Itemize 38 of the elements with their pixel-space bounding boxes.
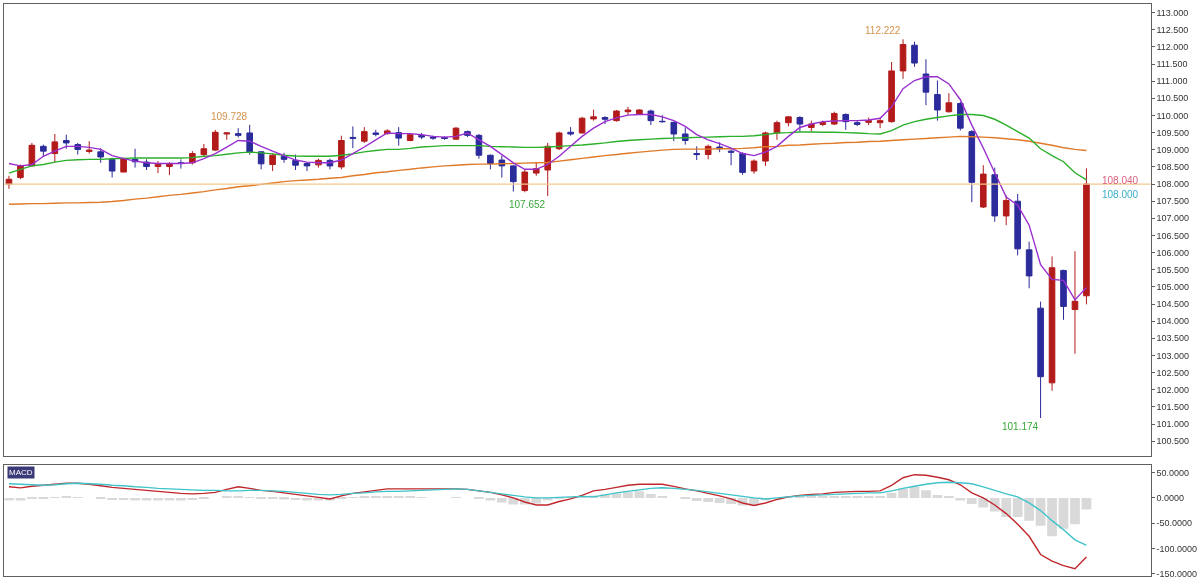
annotation: 112.222 xyxy=(865,25,901,36)
y-tick-label: 105.500 xyxy=(1156,264,1189,275)
y-tick-label: 111.500 xyxy=(1156,59,1188,70)
y-tick-label: -50.0000 xyxy=(1156,518,1192,529)
y-tick-label: 105.000 xyxy=(1156,282,1189,293)
y-tick-label: 111.000 xyxy=(1156,76,1188,87)
y-tick-label: 107.500 xyxy=(1156,196,1189,207)
y-tick-label: 112.500 xyxy=(1156,24,1189,35)
chart-title: MACD xyxy=(9,468,33,477)
annotation: 108.040 xyxy=(1102,175,1139,186)
y-tick-label: 109.500 xyxy=(1156,127,1189,138)
y-tick-label: -100.0000 xyxy=(1156,543,1197,554)
annotation: 101.174 xyxy=(1002,421,1039,432)
y-tick-label: 102.500 xyxy=(1156,367,1189,378)
y-tick-label: 104.500 xyxy=(1156,299,1189,310)
y-tick-label: 0.0000 xyxy=(1156,493,1184,504)
y-tick-label: 110.000 xyxy=(1156,110,1189,121)
y-tick-label: -150.0000 xyxy=(1156,568,1197,579)
y-tick-label: 101.000 xyxy=(1156,419,1189,430)
y-tick-label: 109.000 xyxy=(1156,144,1189,155)
annotation: 108.000 xyxy=(1102,189,1139,200)
y-tick-label: 103.000 xyxy=(1156,350,1189,361)
annotation: 107.652 xyxy=(509,199,546,210)
y-tick-label: 112.000 xyxy=(1156,42,1189,53)
y-tick-label: 108.000 xyxy=(1156,179,1189,190)
y-tick-label: 106.500 xyxy=(1156,230,1189,241)
y-tick-label: 104.000 xyxy=(1156,316,1189,327)
y-tick-label: 107.000 xyxy=(1156,213,1189,224)
y-tick-label: 110.500 xyxy=(1156,93,1189,104)
y-tick-label: 108.500 xyxy=(1156,162,1189,173)
y-tick-label: 101.500 xyxy=(1156,402,1189,413)
y-tick-label: 102.000 xyxy=(1156,384,1189,395)
annotation: 109.728 xyxy=(211,111,248,122)
y-tick-label: 103.500 xyxy=(1156,333,1189,344)
y-tick-label: 106.000 xyxy=(1156,247,1189,258)
y-tick-label: 50.0000 xyxy=(1156,467,1189,478)
y-tick-label: 100.500 xyxy=(1156,436,1189,447)
y-tick-label: 113.000 xyxy=(1156,7,1189,18)
